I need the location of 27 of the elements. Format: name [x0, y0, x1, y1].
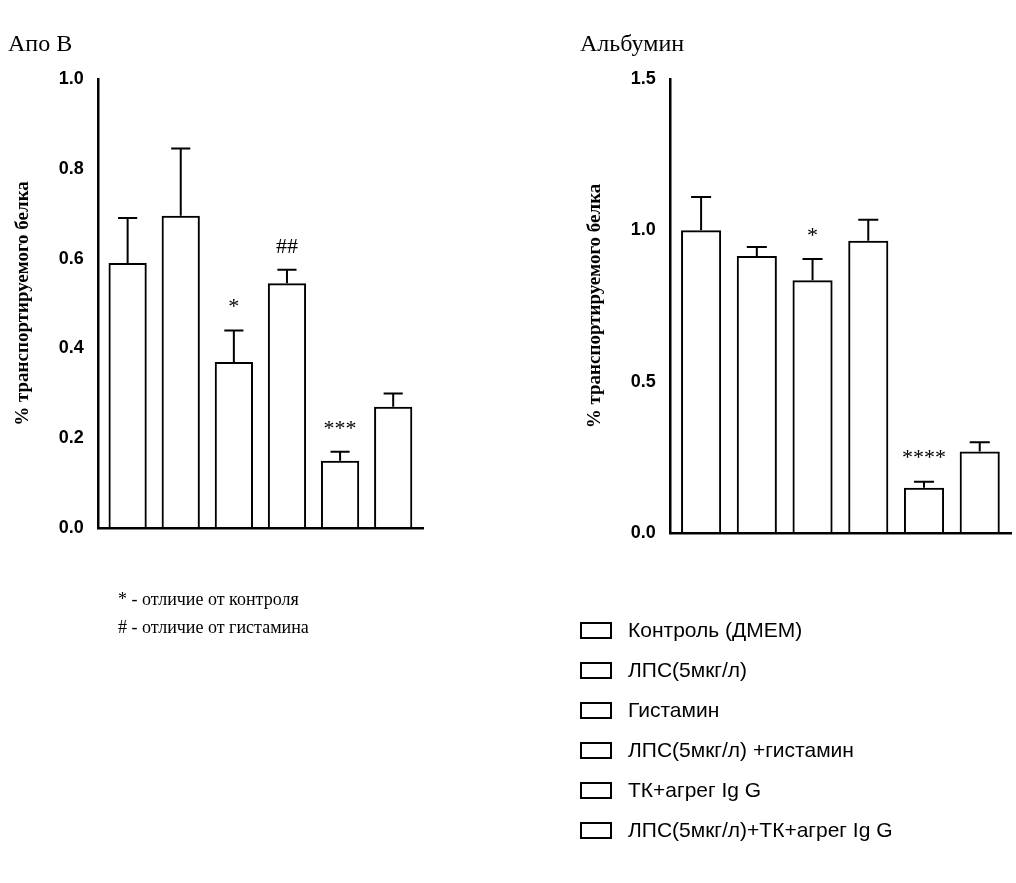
chart-title: Апо В	[8, 29, 73, 56]
legend-label: Контроль (ДМЕМ)	[628, 618, 803, 642]
y-axis-title: % транспортируемого белка	[11, 180, 33, 426]
chart-title: Альбумин	[580, 29, 685, 56]
data-label: ****	[902, 444, 946, 470]
y-tick-label: 0.8	[58, 157, 84, 178]
text: * - отличие от контроля	[118, 588, 300, 611]
legend-label: ЛПС(5мкг/л)+ТК+агрег Ig G	[628, 818, 893, 842]
data-label: ***	[323, 414, 357, 440]
data-label: *	[807, 221, 819, 247]
y-tick-label: 0.6	[58, 247, 84, 268]
y-tick-label: 0.0	[58, 517, 84, 538]
y-tick-label: 0.0	[630, 522, 656, 543]
y-tick-label: 0.4	[58, 337, 84, 358]
legend-label: ЛПС(5мкг/л) +гистамин	[628, 738, 854, 762]
y-axis-title: % транспортируемого белка	[583, 183, 605, 429]
legend-label: ЛПС(5мкг/л)	[628, 658, 748, 682]
y-tick-label: 1.0	[630, 219, 656, 240]
text: # - отличие от гистамина	[118, 616, 310, 639]
data-label: *	[228, 293, 240, 319]
y-tick-label: 0.2	[58, 427, 84, 448]
y-tick-label: 0.5	[630, 370, 656, 391]
y-tick-label: 1.5	[630, 67, 656, 88]
legend-label: ТК+агрег Ig G	[628, 778, 762, 802]
data-label: ##	[275, 232, 298, 258]
legend-label: Гистамин	[628, 698, 720, 722]
y-tick-label: 1.0	[58, 67, 84, 88]
